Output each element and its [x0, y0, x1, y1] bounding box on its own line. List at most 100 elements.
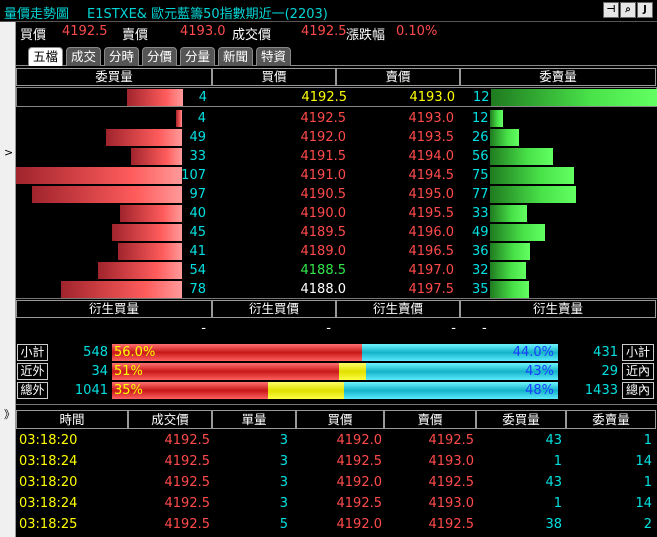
summary-left-label: 近外: [17, 363, 48, 380]
trade-ask-qty: 14: [635, 454, 652, 469]
trade-bid-qty: 1: [553, 454, 562, 469]
tab-price-dist[interactable]: 分價: [142, 47, 178, 66]
summary-left-value: 34: [91, 364, 108, 379]
summary-cyan-pct: 48%: [525, 383, 554, 398]
tab-intraday[interactable]: 分時: [104, 47, 140, 66]
pin-icon[interactable]: ⊣: [603, 2, 619, 18]
ask-qty-bar: [490, 186, 576, 203]
depth-row[interactable]: 33 4191.5 4194.0 56: [16, 147, 657, 166]
tab-trades[interactable]: 成交: [66, 47, 102, 66]
trade-bid-qty: 43: [545, 475, 562, 490]
depth-row[interactable]: 4 4192.5 4193.0 12: [16, 109, 657, 128]
trade-ask: 4193.0: [428, 496, 475, 511]
depth-row[interactable]: 97 4190.5 4195.0 77: [16, 185, 657, 204]
trade-bid: 4192.5: [336, 496, 383, 511]
bid-price: 4192.0: [300, 130, 347, 145]
trade-bid-qty: 43: [545, 433, 562, 448]
tab-five-level[interactable]: 五檔: [28, 47, 64, 66]
depth-row[interactable]: 54 4188.5 4197.0 32: [16, 261, 657, 280]
bid-qty: 33: [189, 149, 206, 164]
trade-row[interactable]: 03:18:25 4192.5 5 4192.0 4192.5 38 2: [16, 514, 657, 535]
summary-yellow-bar: [268, 382, 344, 399]
ask-qty: 77: [472, 187, 489, 202]
depth-row[interactable]: 78 4188.0 4197.5 35: [16, 280, 657, 299]
bid-price: 4191.0: [300, 168, 347, 183]
summary-red-bar: [112, 382, 268, 399]
header-trade-ask: 賣價: [384, 410, 476, 429]
depth-row[interactable]: 40 4190.0 4195.5 33: [16, 204, 657, 223]
expand-arrow-icon[interactable]: 》: [4, 408, 15, 421]
tab-bar: 五檔 成交 分時 分價 分量 新聞 特資: [16, 46, 657, 66]
ask-qty-bar: [490, 224, 545, 241]
header-derived-ask-qty: 衍生賣量: [460, 300, 656, 318]
derived-bid-price: -: [326, 321, 331, 336]
trade-ask-qty: 1: [643, 433, 652, 448]
trade-bid-qty: 38: [545, 517, 562, 532]
trade-price: 4192.5: [164, 433, 211, 448]
ask-qty: 75: [472, 168, 489, 183]
bid-price: 4190.0: [300, 206, 347, 221]
j-button[interactable]: J: [637, 2, 653, 18]
tab-special[interactable]: 特資: [256, 47, 292, 66]
header-trade-volume: 單量: [212, 410, 296, 429]
summary-right-value: 1433: [584, 383, 618, 398]
summary-left-value: 1041: [74, 383, 108, 398]
depth-row[interactable]: 45 4189.5 4196.0 49: [16, 223, 657, 242]
trade-bid: 4192.0: [336, 475, 383, 490]
ask-qty-bar: [490, 281, 529, 298]
summary-red-pct: 56.0%: [114, 345, 156, 360]
bid-price: 4189.5: [300, 225, 347, 240]
ask-qty-bar: [490, 243, 530, 260]
trade-row[interactable]: 03:18:24 4192.5 3 4192.5 4193.0 1 14: [16, 451, 657, 472]
tab-volume-dist[interactable]: 分量: [180, 47, 216, 66]
header-bid-price: 買價: [212, 68, 336, 86]
depth-row[interactable]: 107 4191.0 4194.5 75: [16, 166, 657, 185]
ask-qty-bar: [490, 110, 503, 127]
title-bar: 量價走勢圖 E1STXE& 歐元藍籌50指數期近一(2203) ⊣ ⌕ J: [0, 0, 657, 22]
trade-time: 03:18:24: [19, 454, 78, 469]
sell-value: 4193.0: [180, 24, 226, 39]
summary-left-value: 548: [83, 345, 108, 360]
bid-qty: 4: [197, 111, 206, 126]
bid-qty: 45: [189, 225, 206, 240]
bid-qty-bar: [118, 243, 182, 260]
ask-qty-bar: [490, 205, 527, 222]
trade-ask: 4192.5: [428, 433, 475, 448]
trade-volume: 3: [279, 496, 288, 511]
trade-time: 03:18:20: [19, 433, 78, 448]
header-bid-qty: 委買量: [16, 68, 212, 86]
bid-qty: 40: [189, 206, 206, 221]
trade-row[interactable]: 03:18:24 4192.5 3 4192.5 4193.0 1 14: [16, 493, 657, 514]
ask-price: 4195.5: [408, 206, 455, 221]
header-ask-price: 賣價: [336, 68, 460, 86]
summary-cyan-pct: 43%: [525, 364, 554, 379]
trade-row[interactable]: 03:18:20 4192.5 3 4192.0 4192.5 43 1: [16, 472, 657, 493]
trade-volume: 3: [279, 475, 288, 490]
bid-qty-bar: [98, 262, 182, 279]
ask-price: 4197.0: [408, 263, 455, 278]
tab-news[interactable]: 新聞: [218, 47, 254, 66]
ask-price: 4197.5: [408, 282, 455, 297]
trade-volume: 3: [279, 433, 288, 448]
bid-qty-bar: [176, 110, 182, 127]
summary-right-value: 431: [593, 345, 618, 360]
trade-row[interactable]: 03:18:20 4192.5 3 4192.0 4192.5 43 1: [16, 430, 657, 451]
header-time: 時間: [16, 410, 128, 429]
ask-price: 4196.0: [408, 225, 455, 240]
summary-cyan-pct: 44.0%: [512, 345, 554, 360]
left-splitter[interactable]: > 》: [0, 0, 16, 537]
expand-arrow-icon[interactable]: >: [4, 146, 14, 159]
ask-qty: 49: [472, 225, 489, 240]
depth-row[interactable]: 49 4192.0 4193.5 26: [16, 128, 657, 147]
summary-row: 小計 548 56.0% 44.0% 431 小計: [0, 344, 657, 362]
summary-right-label: 近內: [622, 363, 654, 380]
ask-price: 4194.5: [408, 168, 455, 183]
bid-qty: 41: [189, 244, 206, 259]
bid-qty-bar: [61, 281, 182, 298]
instrument-name: E1STXE& 歐元藍籌50指數期近一(2203): [87, 7, 328, 22]
ask-qty: 56: [472, 149, 489, 164]
derived-ask-qty: -: [482, 321, 487, 336]
quote-row: 買價 4192.5 賣價 4193.0 成交價 4192.5 漲跌幅 0.10%: [4, 23, 644, 43]
search-icon[interactable]: ⌕: [620, 2, 636, 18]
depth-row[interactable]: 41 4189.0 4196.5 36: [16, 242, 657, 261]
